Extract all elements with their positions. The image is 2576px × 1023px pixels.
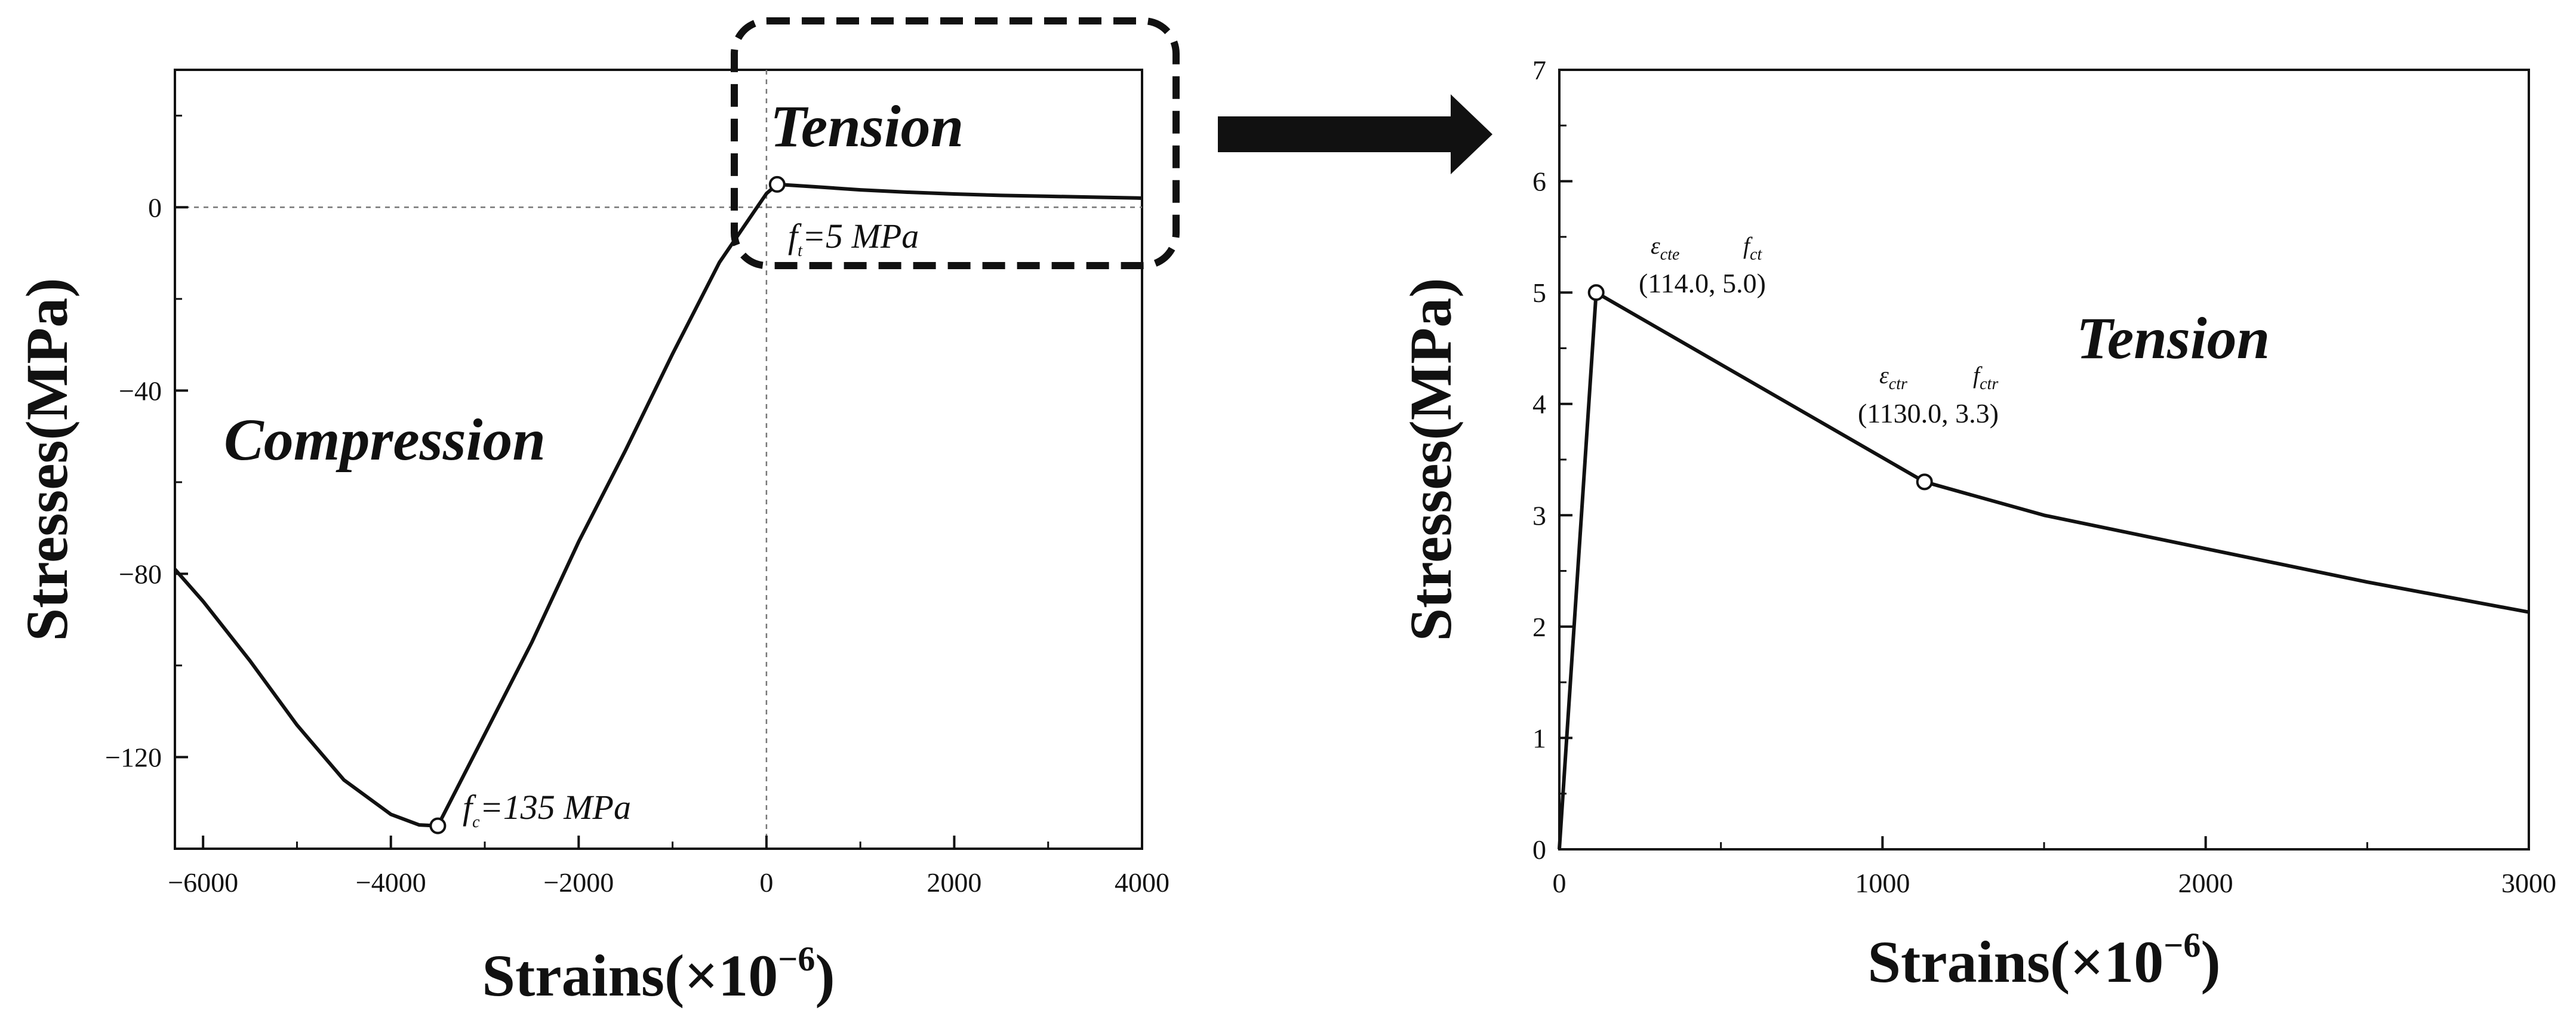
right-y-tick-label: 6	[1532, 167, 1546, 197]
peak-point-label: (114.0, 5.0)	[1639, 268, 1766, 298]
right-marker-group	[1587, 284, 1933, 491]
right-arrow-icon	[1218, 94, 1492, 174]
right-x-tick-label: 3000	[2501, 868, 2556, 898]
ft-annotation: ft=5 MPa	[788, 217, 919, 260]
fc-value: =135 MPa	[480, 788, 631, 827]
left-series-line	[173, 182, 1143, 828]
left-x-tick-label: −6000	[168, 867, 238, 898]
peak-eps-subscript: cte	[1660, 245, 1680, 264]
fc-annotation: fc=135 MPa	[463, 788, 631, 831]
right-y-tick-label: 0	[1532, 834, 1546, 865]
right-x-axis-title-close: )	[2200, 929, 2220, 995]
right-x-tick-label: 2000	[2178, 868, 2233, 898]
left-x-axis-title-exponent: −6	[778, 939, 815, 978]
peak-stress-symbol: fct	[1743, 232, 1763, 264]
tension-region-label-left: Tension	[770, 93, 964, 159]
fc-subscript: c	[472, 813, 480, 831]
left-y-axis-title: Stresses(MPa)	[14, 278, 80, 641]
right-y-tick-label: 4	[1532, 389, 1546, 420]
left-x-tick-label: −4000	[356, 867, 426, 898]
res-f-subscript: ctr	[1980, 375, 1998, 393]
tension-highlight-box	[731, 17, 1180, 269]
left-x-axis-title-close: )	[815, 942, 835, 1009]
right-y-tick-label: 2	[1532, 612, 1546, 642]
res-eps-subscript: ctr	[1889, 375, 1907, 393]
right-y-tick-label: 7	[1532, 55, 1546, 85]
right-x-axis-title-exponent: −6	[2163, 926, 2200, 965]
left-axis-ticks: −6000 −4000 −2000 0 2000 4000 −120 −80 −40 0	[105, 115, 1169, 898]
compression-region-label: Compression	[224, 406, 546, 473]
peak-f-subscript: ct	[1750, 245, 1762, 264]
left-x-axis-title: Strains(×10−6)	[482, 939, 835, 1009]
left-x-axis-title-text: Strains(×10	[482, 942, 778, 1009]
ft-subscript: t	[798, 242, 803, 260]
left-reference-lines	[175, 70, 1142, 849]
peak-eps-char: ε	[1651, 232, 1660, 259]
left-x-tick-label: 2000	[927, 867, 981, 898]
ft-value: =5 MPa	[802, 217, 919, 255]
right-point-peak	[1587, 284, 1605, 301]
left-x-tick-label: 4000	[1115, 867, 1169, 898]
right-y-tick-label: 3	[1532, 500, 1546, 531]
left-x-tick-label: 0	[759, 867, 773, 898]
right-y-tick-label: 5	[1532, 278, 1546, 308]
residual-stress-symbol: fctr	[1973, 362, 1998, 393]
res-eps-char: ε	[1879, 362, 1889, 389]
right-x-tick-label: 0	[1553, 868, 1566, 898]
right-series-group	[1558, 291, 2529, 850]
left-y-tick-label: −80	[119, 559, 162, 589]
right-x-tick-label: 1000	[1855, 868, 1910, 898]
residual-point-label: (1130.0, 3.3)	[1858, 398, 1999, 429]
compression-tension-chart: −6000 −4000 −2000 0 2000 4000 −120 −80 −40 0 Comp…	[14, 17, 1180, 1009]
left-y-tick-label: −120	[105, 742, 162, 772]
left-plot-frame	[174, 69, 1143, 850]
left-x-tick-label: −2000	[543, 867, 614, 898]
right-series-line	[1558, 291, 2529, 850]
right-y-tick-label: 1	[1532, 723, 1546, 753]
peak-strain-symbol: εcte	[1651, 232, 1679, 264]
left-point-fc	[429, 817, 447, 834]
right-plot-frame	[1558, 69, 2530, 851]
tension-region-label-right: Tension	[2076, 305, 2270, 371]
residual-strain-symbol: εctr	[1879, 362, 1907, 393]
left-marker-group	[429, 175, 786, 834]
right-axis-ticks: 0 1000 2000 3000 0 1 2 3 4 5 6 7	[1532, 55, 2556, 898]
right-y-axis-title: Stresses(MPa)	[1398, 278, 1464, 641]
left-point-ft	[768, 175, 786, 193]
left-y-tick-label: −40	[119, 375, 162, 406]
right-x-axis-title: Strains(×10−6)	[1867, 926, 2220, 995]
left-series-group	[173, 182, 1143, 828]
right-x-axis-title-text: Strains(×10	[1867, 929, 2163, 995]
left-y-tick-label: 0	[148, 192, 162, 223]
right-point-residual	[1916, 473, 1933, 491]
